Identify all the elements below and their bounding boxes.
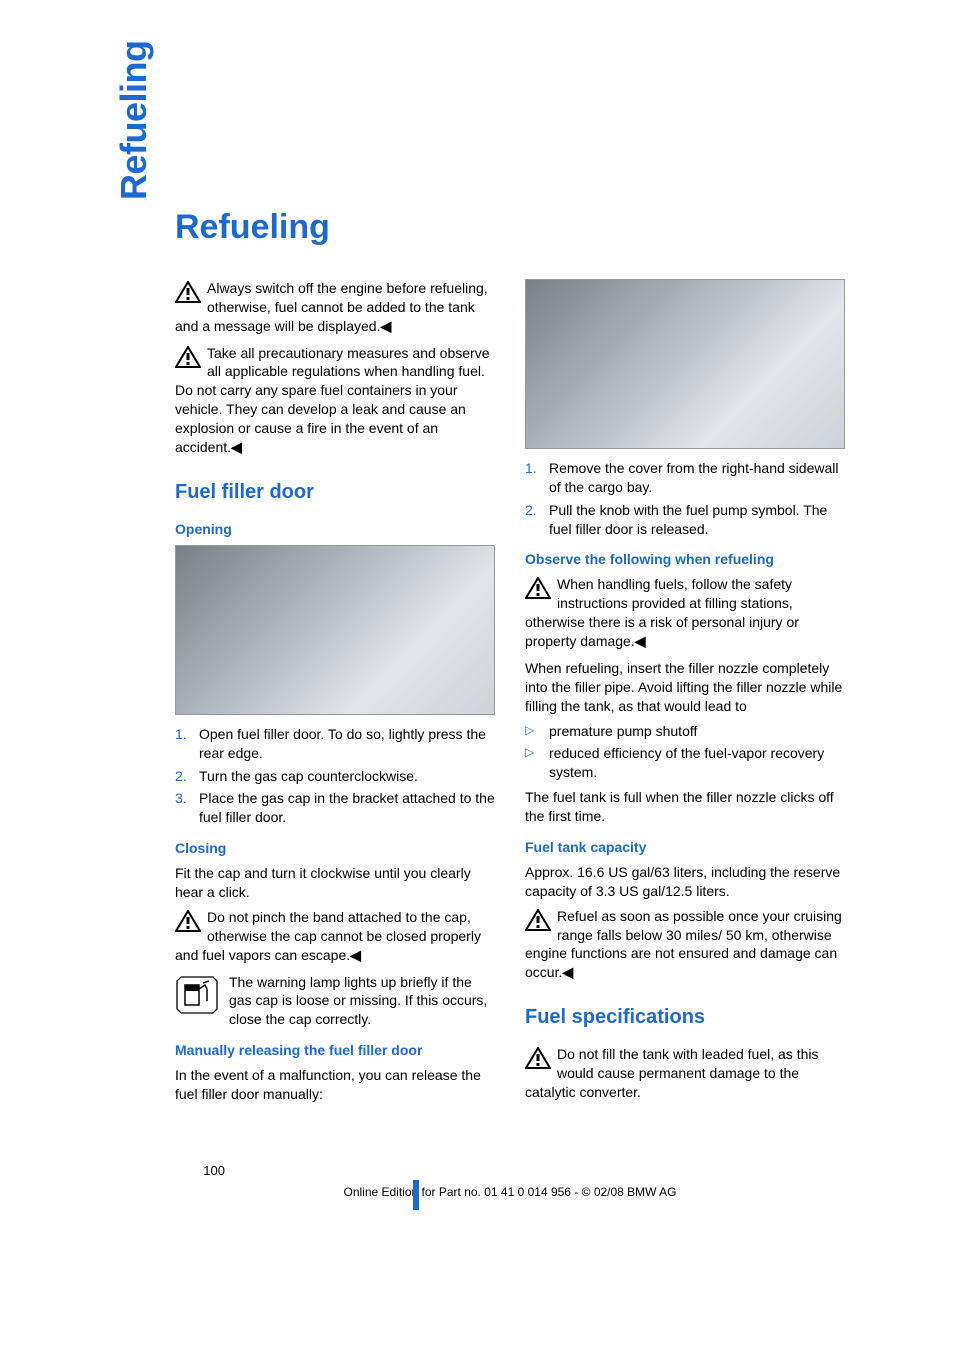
warning-triangle-icon bbox=[525, 577, 551, 599]
end-mark-icon: ◀ bbox=[350, 947, 361, 963]
end-mark-icon: ◀ bbox=[635, 633, 646, 649]
end-mark-icon: ◀ bbox=[562, 964, 573, 980]
heading-fuel-filler-door: Fuel filler door bbox=[175, 479, 495, 506]
dash-lamp-text: The warning lamp lights up briefly if th… bbox=[229, 974, 487, 1028]
figure-fuel-door-open bbox=[175, 545, 495, 715]
warning-text: Do not fill the tank with leaded fuel, a… bbox=[525, 1046, 818, 1100]
observe-paragraph: When refueling, insert the filler nozzle… bbox=[525, 659, 845, 716]
warning-block: Do not fill the tank with leaded fuel, a… bbox=[525, 1045, 845, 1102]
manual-steps-list: Remove the cover from the right-hand sid… bbox=[525, 459, 845, 539]
list-item: Turn the gas cap counterclockwise. bbox=[175, 767, 495, 786]
footer-edition-line: Online Edition for Part no. 01 41 0 014 … bbox=[175, 1184, 845, 1200]
warning-block: Refuel as soon as possible once your cru… bbox=[525, 907, 845, 983]
heading-capacity: Fuel tank capacity bbox=[525, 838, 845, 857]
warning-triangle-icon bbox=[525, 909, 551, 931]
warning-block: Do not pinch the band attached to the ca… bbox=[175, 908, 495, 965]
warning-block: Always switch off the engine before refu… bbox=[175, 279, 495, 336]
closing-paragraph: Fit the cap and turn it clockwise until … bbox=[175, 864, 495, 902]
page-content: Refueling Always switch off the engine b… bbox=[175, 205, 845, 1199]
heading-opening: Opening bbox=[175, 520, 495, 539]
warning-triangle-icon bbox=[175, 910, 201, 932]
manual-paragraph: In the event of a malfunction, you can r… bbox=[175, 1066, 495, 1104]
warning-block: Take all precautionary measures and obse… bbox=[175, 344, 495, 457]
warning-text: Always switch off the engine before refu… bbox=[175, 280, 488, 334]
side-tab: Refueling bbox=[110, 40, 159, 200]
warning-text: Take all precautionary measures and obse… bbox=[175, 345, 490, 455]
warning-block: When handling fuels, follow the safety i… bbox=[525, 575, 845, 651]
dash-lamp-block: The warning lamp lights up briefly if th… bbox=[175, 973, 495, 1030]
warning-triangle-icon bbox=[175, 346, 201, 368]
list-item: premature pump shutoff bbox=[525, 722, 845, 741]
list-item: Pull the knob with the fuel pump symbol.… bbox=[525, 501, 845, 539]
list-item: reduced efficiency of the fuel-vapor rec… bbox=[525, 744, 845, 782]
warning-text: When handling fuels, follow the safety i… bbox=[525, 576, 799, 649]
end-mark-icon: ◀ bbox=[380, 318, 391, 334]
fuel-lamp-icon bbox=[175, 975, 219, 1015]
list-item: Place the gas cap in the bracket attache… bbox=[175, 789, 495, 827]
heading-observe: Observe the following when refueling bbox=[525, 550, 845, 569]
warning-triangle-icon bbox=[525, 1047, 551, 1069]
end-mark-icon: ◀ bbox=[231, 439, 242, 455]
two-columns: Always switch off the engine before refu… bbox=[175, 279, 845, 1199]
heading-manual-release: Manually releasing the fuel filler door bbox=[175, 1041, 495, 1060]
heading-fuel-specs: Fuel specifications bbox=[525, 1004, 845, 1031]
warning-triangle-icon bbox=[175, 281, 201, 303]
list-item: Remove the cover from the right-hand sid… bbox=[525, 459, 845, 497]
capacity-paragraph: Approx. 16.6 US gal/63 liters, including… bbox=[525, 863, 845, 901]
heading-closing: Closing bbox=[175, 839, 495, 858]
footer-bar-icon bbox=[413, 1180, 419, 1210]
warning-text: Do not pinch the band attached to the ca… bbox=[175, 909, 481, 963]
observe-paragraph-2: The fuel tank is full when the filler no… bbox=[525, 788, 845, 826]
page-number: 100 bbox=[175, 1162, 235, 1180]
page-title: Refueling bbox=[175, 205, 845, 251]
page-footer: 100 Online Edition for Part no. 01 41 0 … bbox=[175, 1162, 845, 1200]
list-item: Open fuel filler door. To do so, lightly… bbox=[175, 725, 495, 763]
opening-steps-list: Open fuel filler door. To do so, lightly… bbox=[175, 725, 495, 827]
figure-manual-release bbox=[525, 279, 845, 449]
observe-bullets: premature pump shutoff reduced efficienc… bbox=[525, 722, 845, 783]
